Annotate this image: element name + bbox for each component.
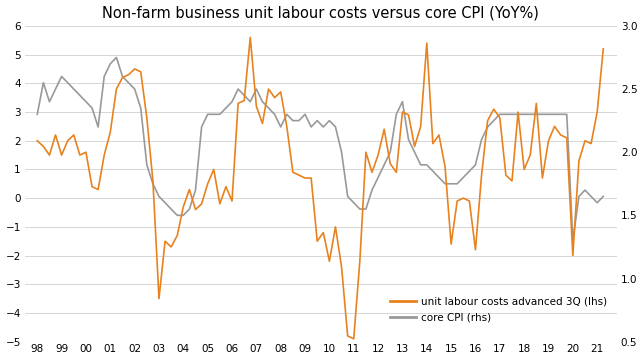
- Title: Non-farm business unit labour costs versus core CPI (YoY%): Non-farm business unit labour costs vers…: [102, 5, 539, 21]
- Legend: unit labour costs advanced 3Q (lhs), core CPI (rhs): unit labour costs advanced 3Q (lhs), cor…: [386, 292, 611, 327]
